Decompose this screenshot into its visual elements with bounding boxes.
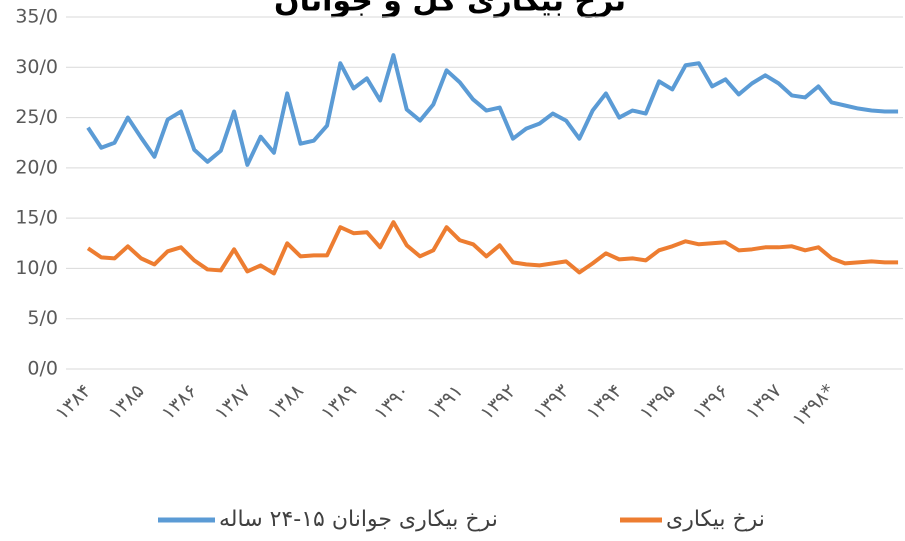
x-tick-label: ۱۳۹۶ (688, 380, 732, 424)
line-series (86, 53, 899, 167)
y-tick-label: 30/0 (15, 56, 58, 78)
x-tick-label: ۱۳۸۸ (263, 380, 307, 424)
legend-label: نرخ بیکاری (666, 507, 765, 532)
x-tick-label: ۱۳۹۱ (423, 380, 467, 424)
x-tick-label: ۱۳۸۷ (210, 380, 254, 424)
y-tick-label: 5/0 (27, 307, 58, 329)
x-tick-label: ۱۳۸۴ (51, 380, 95, 424)
y-tick-label: 35/0 (15, 6, 58, 28)
x-tick-label: ۱۳۹۷ (742, 380, 786, 424)
y-tick-label: 10/0 (15, 257, 58, 279)
y-tick-label: 25/0 (15, 106, 58, 128)
x-tick-label: ۱۳۸۹ (317, 380, 361, 424)
x-tick-label: ۱۳۹۰ (370, 380, 414, 424)
x-tick-label: ۱۳۸۶ (157, 380, 201, 424)
x-tick-label: ۱۳۹۵ (635, 380, 679, 424)
x-tick-label: ۱۳۹۴ (582, 380, 626, 424)
y-tick-label: 20/0 (15, 156, 58, 178)
x-tick-label: ۱۳۹۸* (788, 380, 839, 431)
chart-title: نرخ بیکاری کل و جوانان (274, 0, 626, 19)
y-tick-label: 15/0 (15, 207, 58, 229)
y-tick-label: 0/0 (27, 358, 58, 380)
legend-label: نرخ بیکاری جوانان ۱۵-۲۴ ساله (219, 507, 498, 532)
x-tick-label: ۱۳۹۳ (529, 380, 573, 424)
line-series (86, 220, 899, 276)
x-tick-label: ۱۳۸۵ (104, 380, 148, 424)
x-tick-label: ۱۳۹۲ (476, 380, 520, 424)
